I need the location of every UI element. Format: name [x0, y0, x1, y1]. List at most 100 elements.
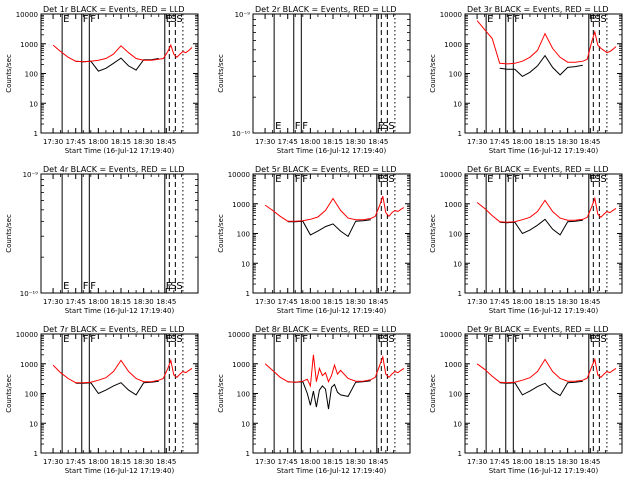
events-series-line [499, 380, 583, 397]
marker-label: F [83, 334, 89, 345]
y-tick-label: 10000 [16, 11, 38, 19]
plot-frame [464, 333, 623, 454]
marker-label: E [487, 334, 493, 345]
x-tick-label: 18:00 [512, 458, 532, 466]
x-tick-label: 18:30 [558, 298, 578, 306]
x-tick-label: 17:30 [255, 138, 275, 146]
y-tick-label: 10 [29, 100, 38, 108]
x-tick-label: 18:15 [535, 298, 555, 306]
marker-label: F [83, 281, 89, 292]
y-tick-label: 1 [458, 290, 462, 298]
y-tick-label: 100 [237, 391, 250, 399]
y-tick-label: 100 [449, 391, 462, 399]
marker-label: S [382, 174, 388, 185]
x-tick-label: 17:45 [66, 458, 86, 466]
marker-label: S [600, 174, 606, 185]
marker-label: E [63, 281, 69, 292]
x-axis-label: Start Time (16-Jul-12 17:19:40) [65, 307, 175, 315]
x-tick-label: 18:45 [156, 138, 176, 146]
x-tick-label: 17:30 [43, 298, 63, 306]
x-tick-label: 18:45 [580, 298, 600, 306]
x-axis-label: Start Time (16-Jul-12 17:19:40) [65, 147, 175, 155]
x-tick-label: 18:45 [156, 458, 176, 466]
x-tick-label: 18:00 [88, 138, 108, 146]
y-axis-label: Counts/sec [429, 374, 437, 413]
events-series-line [75, 380, 159, 396]
x-tick-label: 17:45 [278, 138, 298, 146]
marker-label: F [295, 174, 301, 185]
marker-label: F [507, 174, 513, 185]
panel-det-8: Det 8r BLACK = Events, RED = LLD 1 10 100 10… [217, 325, 411, 475]
y-axis-label: Counts/sec [217, 374, 225, 413]
x-tick-label: 18:15 [111, 138, 131, 146]
panel-det-4: Det 4r BLACK = Events, RED = LLD 10⁻¹⁰ 10⁻… [5, 165, 199, 315]
y-tick-label: 10⁻⁹ [23, 171, 39, 179]
x-tick-label: 18:00 [512, 298, 532, 306]
x-tick-label: 18:00 [300, 458, 320, 466]
panel-det-2: Det 2r BLACK = Events, RED = LLD 10⁻¹⁰ 10⁻… [217, 5, 411, 155]
x-tick-label: 18:30 [134, 298, 154, 306]
marker-label: F [295, 121, 301, 132]
x-axis-label: Start Time (16-Jul-12 17:19:40) [489, 307, 599, 315]
panel-title: Det 1r BLACK = Events, RED = LLD [43, 5, 185, 14]
x-tick-label: 18:45 [368, 458, 388, 466]
x-tick-label: 18:15 [111, 458, 131, 466]
x-tick-label: 18:00 [88, 458, 108, 466]
y-tick-label: 10000 [440, 331, 462, 339]
marker-label: F [90, 281, 96, 292]
x-tick-label: 17:30 [43, 458, 63, 466]
x-axis-label: Start Time (16-Jul-12 17:19:40) [277, 307, 387, 315]
events-series-line [287, 380, 371, 410]
marker-label: S [594, 14, 600, 25]
x-tick-label: 18:15 [323, 298, 343, 306]
panel-title: Det 8r BLACK = Events, RED = LLD [255, 325, 397, 334]
y-tick-label: 1000 [20, 41, 38, 49]
lld-series-line [264, 196, 405, 222]
x-axis-label: Start Time (16-Jul-12 17:19:40) [277, 467, 387, 475]
plot-frame [252, 173, 411, 294]
y-tick-label: 10⁻¹⁰ [232, 130, 250, 138]
x-tick-label: 17:45 [490, 458, 510, 466]
y-axis-label: Counts/sec [429, 54, 437, 93]
x-tick-label: 18:45 [580, 458, 600, 466]
x-tick-label: 18:30 [558, 458, 578, 466]
marker-label: S [388, 334, 394, 345]
marker-label: S [388, 174, 394, 185]
marker-label: F [514, 14, 520, 25]
y-tick-label: 1 [458, 130, 462, 138]
x-tick-label: 18:15 [111, 298, 131, 306]
y-tick-label: 1 [34, 130, 38, 138]
x-tick-label: 17:30 [43, 138, 63, 146]
y-tick-label: 10 [453, 420, 462, 428]
y-axis-label: Counts/sec [5, 214, 13, 253]
y-tick-label: 10 [453, 260, 462, 268]
x-tick-label: 17:30 [467, 138, 487, 146]
y-tick-label: 100 [449, 71, 462, 79]
y-tick-label: 100 [449, 231, 462, 239]
x-tick-label: 18:45 [368, 138, 388, 146]
marker-label: E [63, 334, 69, 345]
x-axis-label: Start Time (16-Jul-12 17:19:40) [489, 147, 599, 155]
x-tick-label: 17:45 [278, 458, 298, 466]
panel-title: Det 3r BLACK = Events, RED = LLD [467, 5, 609, 14]
plot-frame [252, 13, 411, 134]
panel-title: Det 4r BLACK = Events, RED = LLD [43, 165, 185, 174]
marker-label: S [600, 334, 606, 345]
marker-label: S [382, 334, 388, 345]
marker-label: S [594, 174, 600, 185]
marker-label: S [170, 14, 176, 25]
y-axis-label: Counts/sec [5, 374, 13, 413]
plot-frame [464, 173, 623, 294]
y-tick-label: 10 [29, 420, 38, 428]
lld-series-line [476, 196, 617, 223]
x-tick-label: 18:15 [535, 458, 555, 466]
panel-det-3: Det 3r BLACK = Events, RED = LLD 1 10 100 10… [429, 5, 623, 155]
x-tick-label: 18:15 [323, 458, 343, 466]
lld-series-line [52, 43, 193, 63]
panel-title: Det 5r BLACK = Events, RED = LLD [255, 165, 397, 174]
marker-label: E [590, 174, 596, 185]
marker-label: E [166, 334, 172, 345]
y-tick-label: 1000 [232, 361, 250, 369]
panel-title: Det 6r BLACK = Events, RED = LLD [467, 165, 609, 174]
panel-title: Det 2r BLACK = Events, RED = LLD [255, 5, 397, 14]
